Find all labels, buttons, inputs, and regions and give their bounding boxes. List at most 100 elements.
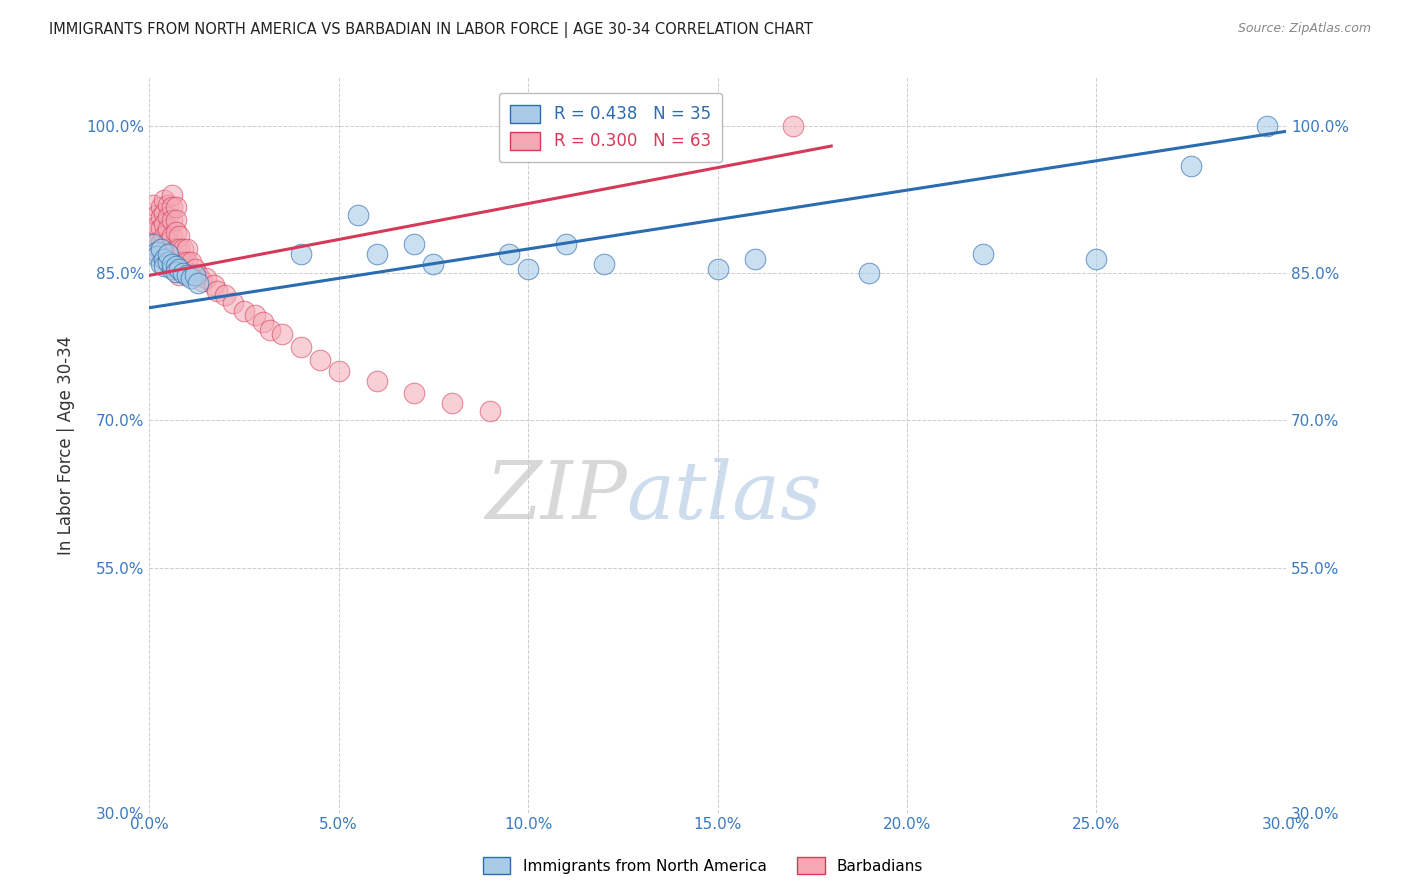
Point <box>145 208 167 222</box>
Point <box>157 247 180 261</box>
Point <box>153 252 176 266</box>
Point <box>1256 120 1278 134</box>
Legend: Immigrants from North America, Barbadians: Immigrants from North America, Barbadian… <box>477 851 929 880</box>
Point <box>744 252 766 266</box>
Point <box>165 264 187 278</box>
Point <box>153 193 176 207</box>
Point <box>706 261 728 276</box>
Point <box>142 239 165 253</box>
Point <box>149 221 172 235</box>
Point <box>422 257 444 271</box>
Point <box>270 327 292 342</box>
Point <box>165 225 187 239</box>
Point <box>404 237 426 252</box>
Point <box>149 200 172 214</box>
Point <box>142 225 165 239</box>
Point <box>169 261 191 276</box>
Point <box>165 212 187 227</box>
Point <box>160 257 183 271</box>
Point <box>172 242 194 256</box>
Point <box>157 222 180 236</box>
Point <box>157 235 180 249</box>
Point <box>202 278 225 293</box>
Point <box>157 254 180 268</box>
Point <box>180 271 202 285</box>
Point <box>441 396 464 410</box>
Point <box>149 244 172 259</box>
Point <box>169 229 191 244</box>
Point <box>160 229 183 244</box>
Point <box>149 210 172 224</box>
Point <box>176 268 198 283</box>
Point <box>972 247 994 261</box>
Point <box>169 268 191 283</box>
Point <box>145 244 167 259</box>
Point <box>404 386 426 401</box>
Point <box>145 249 167 263</box>
Point <box>232 303 254 318</box>
Legend: R = 0.438   N = 35, R = 0.300   N = 63: R = 0.438 N = 35, R = 0.300 N = 63 <box>499 93 723 162</box>
Point <box>160 261 183 276</box>
Point <box>366 247 388 261</box>
Point <box>187 268 209 283</box>
Point <box>160 200 183 214</box>
Point <box>187 277 209 291</box>
Point <box>157 242 180 256</box>
Point <box>183 268 205 283</box>
Point <box>498 247 520 261</box>
Point <box>308 352 330 367</box>
Text: IMMIGRANTS FROM NORTH AMERICA VS BARBADIAN IN LABOR FORCE | AGE 30-34 CORRELATIO: IMMIGRANTS FROM NORTH AMERICA VS BARBADI… <box>49 22 813 38</box>
Point <box>172 254 194 268</box>
Point <box>259 323 281 337</box>
Point <box>153 218 176 232</box>
Point <box>165 242 187 256</box>
Point <box>176 242 198 256</box>
Point <box>142 198 165 212</box>
Point <box>1085 252 1108 266</box>
Point <box>169 254 191 268</box>
Y-axis label: In Labor Force | Age 30-34: In Labor Force | Age 30-34 <box>58 335 75 555</box>
Point <box>169 242 191 256</box>
Point <box>221 296 243 310</box>
Point <box>592 257 614 271</box>
Point <box>165 200 187 214</box>
Point <box>172 267 194 281</box>
Point <box>145 244 167 259</box>
Point <box>180 254 202 268</box>
Point <box>153 229 176 244</box>
Point <box>149 257 172 271</box>
Text: ZIP: ZIP <box>485 458 627 535</box>
Point <box>153 259 176 273</box>
Point <box>149 242 172 256</box>
Point <box>157 198 180 212</box>
Point <box>858 267 880 281</box>
Point <box>153 205 176 219</box>
Point <box>517 261 540 276</box>
Point <box>183 261 205 276</box>
Point <box>160 244 183 259</box>
Point <box>252 316 274 330</box>
Point <box>207 284 229 298</box>
Point <box>145 235 167 249</box>
Point <box>1180 159 1202 173</box>
Point <box>290 247 312 261</box>
Point <box>346 208 368 222</box>
Point <box>782 120 804 134</box>
Point <box>176 254 198 268</box>
Point <box>366 374 388 388</box>
Point <box>176 264 198 278</box>
Text: Source: ZipAtlas.com: Source: ZipAtlas.com <box>1237 22 1371 36</box>
Point <box>145 219 167 234</box>
Point <box>191 274 214 288</box>
Text: atlas: atlas <box>627 458 823 535</box>
Point <box>245 308 267 322</box>
Point <box>149 235 172 249</box>
Point <box>165 259 187 273</box>
Point <box>180 268 202 283</box>
Point <box>160 188 183 202</box>
Point <box>555 237 578 252</box>
Point <box>142 237 165 252</box>
Point <box>328 364 350 378</box>
Point <box>157 254 180 268</box>
Point <box>479 403 502 417</box>
